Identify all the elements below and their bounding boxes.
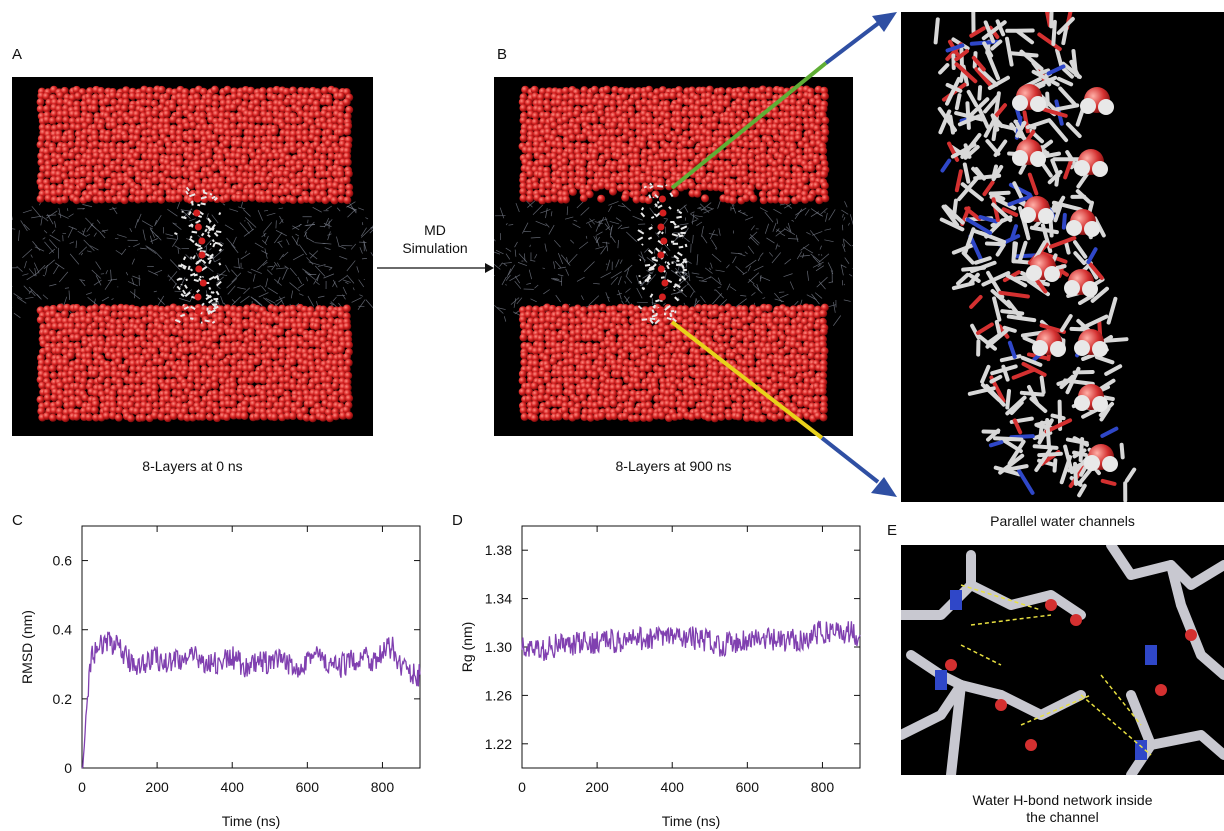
zoom-arrow-top: [824, 20, 882, 65]
hbond-dashes: [960, 584, 1152, 756]
arrow-label-line2: Simulation: [402, 240, 468, 256]
y-tick-label: 1.30: [485, 639, 512, 655]
x-axis-label: Time (ns): [222, 813, 281, 829]
panel-letter-a: A: [12, 46, 23, 63]
md-simulation-label: MD Simulation: [382, 221, 488, 257]
zoom-arrowhead-bottom-icon: [871, 477, 897, 497]
y-tick-label: 1.26: [485, 687, 512, 703]
arrow-label-line1: MD: [424, 222, 446, 238]
y-tick-label: 0.6: [53, 553, 73, 569]
water-slabs: [518, 85, 830, 423]
data-series-line: [521, 620, 861, 661]
panel-letter-c: C: [12, 512, 23, 529]
panel-letter-b: B: [497, 46, 508, 63]
hbond-sticks: [901, 545, 1224, 775]
membrane-water-render: [12, 85, 373, 423]
x-tick-label: 600: [736, 779, 760, 795]
y-tick-label: 0.4: [53, 622, 73, 638]
zoom-arrowhead-top-icon: [872, 12, 897, 32]
y-tick-label: 1.38: [485, 542, 512, 558]
peptide-nanotube: [637, 182, 688, 325]
caption-zoom: Parallel water channels: [990, 513, 1135, 529]
x-tick-label: 400: [221, 779, 245, 795]
x-tick-label: 600: [296, 779, 320, 795]
x-tick-label: 800: [371, 779, 395, 795]
data-series-line: [81, 631, 421, 769]
x-tick-label: 200: [145, 779, 169, 795]
membrane-water-render-final: [494, 85, 853, 423]
x-tick-label: 0: [78, 779, 86, 795]
y-tick-label: 0: [64, 760, 72, 776]
simulation-snapshot-900ns: [494, 77, 853, 436]
plot-frame: [81, 525, 421, 769]
hbond-stick-render: [901, 545, 1224, 775]
caption-e-line2: the channel: [1026, 809, 1099, 825]
water-slabs: [36, 85, 354, 423]
y-axis-label: Rg (nm): [459, 622, 475, 673]
x-tick-label: 400: [661, 779, 685, 795]
rmsd-chart: 0 200 400 600 800 0 0.2 0.4 0.6 Time (ns) RMSD (nm…: [19, 525, 421, 829]
channel-water-molecules: [1012, 84, 1118, 472]
caption-panel-e: Water H-bond network inside the channel: [901, 792, 1224, 826]
caption-panel-b: 8-Layers at 900 ns: [615, 458, 732, 474]
caption-e-line1: Water H-bond network inside: [972, 792, 1153, 808]
panel-letter-e: E: [887, 522, 898, 539]
caption-panel-a: 8-Layers at 0 ns: [142, 458, 243, 474]
x-tick-label: 800: [811, 779, 835, 795]
peptide-stick-render: [933, 12, 1137, 502]
peptide-nanotube: [174, 186, 223, 324]
rg-chart: 0 200 400 600 800 1.22 1.26 1.30 1.34 1.38 Time (n…: [459, 525, 861, 829]
y-axis-label: RMSD (nm): [19, 610, 35, 684]
water-channel-zoom: [901, 12, 1224, 502]
peptide-sticks: [933, 12, 1137, 502]
panel-letter-d: D: [452, 512, 463, 529]
y-tick-label: 0.2: [53, 691, 73, 707]
x-axis-label: Time (ns): [662, 813, 721, 829]
md-arrow-icon: [377, 263, 494, 273]
x-tick-label: 0: [518, 779, 526, 795]
hbond-network-render: [901, 545, 1224, 775]
y-tick-label: 1.34: [485, 591, 512, 607]
y-tick-label: 1.22: [485, 736, 512, 752]
x-tick-label: 200: [585, 779, 609, 795]
simulation-snapshot-0ns: [12, 77, 373, 436]
